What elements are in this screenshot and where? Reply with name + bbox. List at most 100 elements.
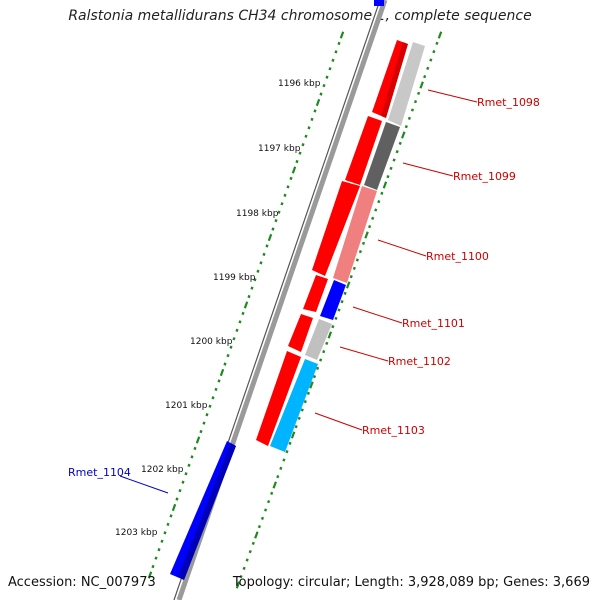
outer-tick-minor [413, 100, 418, 104]
outer-tick-major [235, 581, 241, 589]
inner-tick-major [267, 233, 273, 242]
feature-rmet-1099[interactable] [364, 122, 400, 190]
inner-tick-minor [181, 480, 185, 484]
inner-tick-minor [322, 83, 326, 88]
outer-tick-major [382, 181, 388, 189]
inner-tick-minor [265, 244, 269, 248]
outer-tick-major [419, 81, 424, 89]
inner-tick-minor [166, 522, 170, 527]
gene-leader-line [402, 162, 454, 177]
gene-rmet-1103-forward[interactable] [256, 351, 301, 446]
tick-label: 1203 kbp [115, 528, 158, 538]
inner-tick-minor [235, 328, 239, 332]
inner-tick-minor [217, 379, 221, 383]
inner-tick-minor [307, 126, 311, 130]
outer-tick-minor [410, 108, 415, 112]
outer-tick-major [437, 31, 443, 39]
outer-tick-minor [260, 516, 265, 520]
inner-tick-minor [253, 278, 257, 282]
outer-tick-minor [245, 558, 249, 562]
inner-tick-minor [289, 176, 293, 181]
inner-tick-minor [250, 286, 254, 290]
map-title: Ralstonia metallidurans CH34 chromosome … [68, 8, 532, 24]
outer-tick-minor [331, 325, 335, 329]
inner-tick-minor [331, 58, 335, 62]
outer-tick-minor [267, 500, 271, 504]
outer-tick-minor [435, 41, 439, 45]
gene-label[interactable]: Rmet_1102 [388, 355, 451, 368]
inner-tick-minor [262, 252, 266, 257]
inner-tick-minor [184, 472, 188, 476]
outer-tick-minor [257, 525, 261, 529]
gene-label[interactable]: Rmet_1098 [477, 96, 540, 109]
feature-rmet-1102[interactable] [305, 319, 332, 360]
colored-feature-lane [270, 42, 425, 452]
outer-tick-minor [368, 225, 372, 229]
inner-tick-minor [205, 413, 209, 417]
feature-rmet-1101[interactable] [320, 280, 346, 320]
gene-label[interactable]: Rmet_1100 [426, 250, 489, 263]
gene-rmet-1099-forward[interactable] [345, 116, 382, 185]
outer-tick-minor [337, 308, 341, 312]
inner-tick-minor [223, 362, 227, 366]
gene-leader-line [377, 239, 427, 257]
outer-tick-minor [263, 508, 268, 512]
gene-shading [178, 443, 236, 580]
inner-tick-minor [304, 134, 308, 138]
outer-tick-minor [404, 125, 408, 129]
outer-tick-minor [398, 141, 402, 145]
inner-tick-minor [169, 514, 173, 518]
outer-tick-minor [395, 150, 399, 154]
outer-tick-minor [325, 341, 329, 345]
outer-tick-minor [270, 491, 274, 495]
outer-tick-minor [349, 275, 353, 279]
tick-label: 1202 kbp [141, 465, 184, 475]
gene-leader-line [119, 475, 169, 494]
outer-tick-minor [239, 575, 243, 579]
inner-tick-minor [193, 446, 197, 451]
inner-tick-minor [232, 337, 236, 341]
inner-tick-minor [211, 396, 215, 400]
inner-tick-minor [328, 67, 332, 71]
gene-fragment-top[interactable] [374, 0, 384, 6]
inner-tick-minor [259, 261, 263, 265]
gene-label[interactable]: Rmet_1101 [402, 317, 465, 330]
outer-tick-minor [276, 475, 280, 479]
outer-tick-minor [300, 408, 304, 412]
outer-tick-major [290, 431, 296, 439]
outer-tick-minor [340, 300, 344, 304]
gene-rmet-1102-forward[interactable] [288, 314, 313, 352]
outer-tick-major [401, 131, 406, 139]
feature-rmet-1103[interactable] [270, 359, 318, 452]
tick-label: 1201 kbp [165, 401, 208, 411]
inner-tick-major [195, 436, 201, 444]
gene-label[interactable]: Rmet_1104 [68, 466, 131, 479]
outer-tick-minor [285, 450, 289, 454]
outer-tick-minor [319, 358, 323, 362]
feature-rmet-1100[interactable] [333, 186, 377, 283]
inner-tick-minor [175, 497, 179, 501]
outer-tick-minor [242, 566, 246, 570]
tick-label: 1198 kbp [236, 209, 279, 219]
feature-rmet-1098[interactable] [388, 42, 425, 126]
outer-tick-minor [392, 158, 396, 162]
inner-tick-minor [295, 159, 299, 164]
gene-label[interactable]: Rmet_1103 [362, 424, 425, 437]
inner-tick-minor [151, 564, 155, 569]
gene-rmet-1100-forward[interactable] [312, 181, 360, 276]
gene-label[interactable]: Rmet_1099 [453, 170, 516, 183]
inner-tick-major [339, 31, 345, 39]
tick-label: 1199 kbp [213, 273, 256, 283]
tick-label: 1196 kbp [278, 79, 321, 89]
gene-rmet-1101-forward[interactable] [303, 275, 328, 312]
inner-tick-ring [147, 31, 345, 579]
outer-tick-ring [235, 31, 443, 589]
inner-tick-minor [286, 185, 290, 189]
outer-tick-major [345, 281, 351, 289]
gene-shading [381, 42, 408, 118]
outer-tick-minor [322, 350, 326, 354]
outer-tick-minor [343, 291, 347, 295]
outer-tick-minor [358, 250, 362, 254]
